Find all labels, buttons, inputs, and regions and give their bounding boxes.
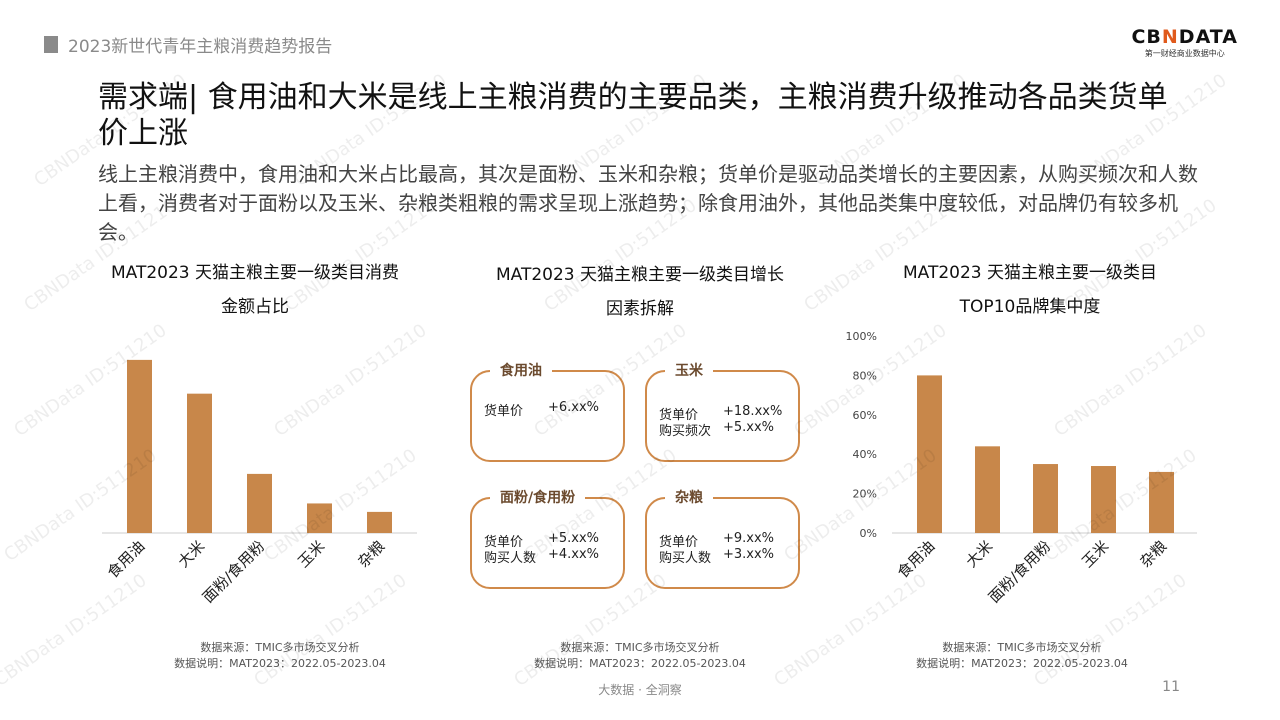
box-row: 货单价 +6.xx% <box>484 400 600 419</box>
x-tick-label: 大米 <box>962 537 996 571</box>
chart2-title: MAT2023 天猫主粮主要一级类目增长因素拆解 <box>495 265 785 319</box>
box-row: 购买频次 +5.xx% <box>659 420 775 439</box>
bar-玉米 <box>1091 466 1116 533</box>
x-tick-label: 杂粮 <box>354 537 388 571</box>
box-row: 货单价 +18.xx% <box>659 404 783 423</box>
x-tick-label: 玉米 <box>1078 537 1112 571</box>
box-title: 玉米 <box>665 360 713 380</box>
y-tick-label: 100% <box>846 330 877 343</box>
header-marker <box>44 36 58 53</box>
bar-大米 <box>975 446 1000 533</box>
box-title: 食用油 <box>490 360 552 380</box>
report-title: 2023新世代青年主粮消费趋势报告 <box>68 37 333 57</box>
y-tick-label: 80% <box>853 369 877 382</box>
x-tick-label: 面粉/食用粉 <box>199 537 268 606</box>
source-note-3: 数据来源：TMIC多市场交叉分析 数据说明：MAT2023：2022.05-202… <box>916 641 1128 670</box>
box-row: 货单价 +5.xx% <box>484 531 600 550</box>
bar-面粉/食用粉 <box>1033 464 1058 533</box>
x-tick-label: 食用油 <box>894 537 939 582</box>
x-tick-label: 杂粮 <box>1136 537 1170 571</box>
box-row: 货单价 +9.xx% <box>659 531 775 550</box>
bar-食用油 <box>127 359 152 533</box>
x-tick-label: 食用油 <box>104 537 149 582</box>
chart1-title: MAT2023 天猫主粮主要一级类目消费金额占比 <box>110 263 400 317</box>
growth-factor-box: 玉米货单价 +18.xx% 购买频次 +5.xx% <box>645 360 800 462</box>
source-note-1: 数据来源：TMIC多市场交叉分析 数据说明：MAT2023：2022.05-202… <box>174 641 386 670</box>
cbndata-logo: CBNDATA 第一财经商业数据中心 <box>1131 26 1238 58</box>
footer-tagline: 大数据 · 全洞察 <box>598 683 682 697</box>
box-title: 面粉/食用粉 <box>490 487 586 507</box>
bar-玉米 <box>307 503 332 533</box>
page-description: 线上主粮消费中，食用油和大米占比最高，其次是面粉、玉米和杂粮；货单价是驱动品类增… <box>98 162 1198 244</box>
bar-杂粮 <box>367 511 392 533</box>
box-row: 购买人数 +4.xx% <box>484 547 600 566</box>
growth-factor-box: 杂粮货单价 +9.xx% 购买人数 +3.xx% <box>645 487 800 589</box>
bar-大米 <box>187 393 212 533</box>
bar-食用油 <box>917 375 942 533</box>
bar-面粉/食用粉 <box>247 473 272 533</box>
box-title: 杂粮 <box>665 487 713 507</box>
y-tick-label: 60% <box>853 409 877 422</box>
logo-subtitle: 第一财经商业数据中心 <box>1144 49 1225 58</box>
chart3-title: MAT2023 天猫主粮主要一级类目TOP10品牌集中度 <box>902 263 1158 317</box>
x-tick-label: 面粉/食用粉 <box>985 537 1054 606</box>
page-title: 需求端| 食用油和大米是线上主粮消费的主要品类，主粮消费升级推动各品类货单价上涨 <box>98 80 1168 151</box>
x-tick-label: 玉米 <box>294 537 328 571</box>
y-tick-label: 20% <box>853 488 877 501</box>
growth-factor-box: 食用油货单价 +6.xx% <box>470 360 625 462</box>
box-row: 购买人数 +3.xx% <box>659 547 775 566</box>
y-tick-label: 0% <box>860 527 877 540</box>
bar-杂粮 <box>1149 471 1174 533</box>
page-number: 11 <box>1162 679 1180 695</box>
growth-factor-box: 面粉/食用粉货单价 +5.xx% 购买人数 +4.xx% <box>470 487 625 589</box>
report-header: 2023新世代青年主粮消费趋势报告 <box>44 32 332 57</box>
source-note-2: 数据来源：TMIC多市场交叉分析 数据说明：MAT2023：2022.05-202… <box>534 641 746 670</box>
y-tick-label: 40% <box>853 448 877 461</box>
x-tick-label: 大米 <box>174 537 208 571</box>
